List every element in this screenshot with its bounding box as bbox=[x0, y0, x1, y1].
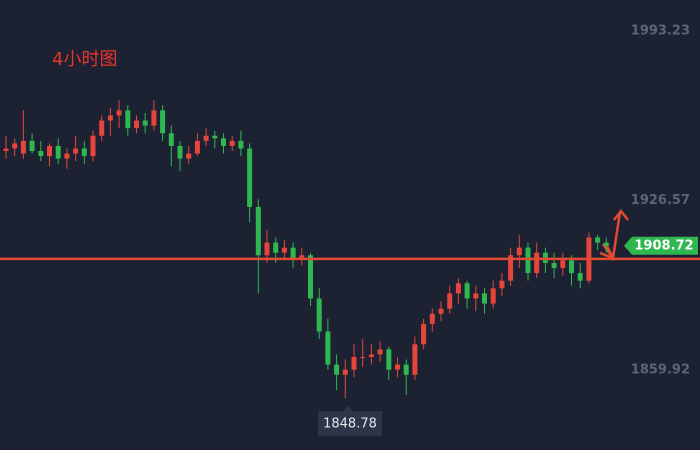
annotation-arrows bbox=[599, 208, 629, 262]
candle-body bbox=[455, 283, 461, 294]
candle-body bbox=[212, 135, 218, 139]
candle-body bbox=[264, 242, 270, 256]
candle-body bbox=[316, 298, 322, 332]
candle-body bbox=[447, 293, 453, 309]
candle-body bbox=[168, 133, 174, 146]
candle-body bbox=[194, 140, 200, 154]
y-tick-label: 1926.57 bbox=[631, 193, 690, 208]
candle-body bbox=[525, 247, 531, 274]
candle-body bbox=[603, 242, 609, 246]
price-tag bbox=[624, 236, 698, 255]
candle-body bbox=[516, 247, 522, 256]
candle-body bbox=[20, 140, 26, 154]
candle-body bbox=[560, 260, 566, 268]
chart-title: 4小时图 bbox=[52, 49, 117, 70]
candle-body bbox=[229, 140, 235, 146]
candle-body bbox=[203, 135, 209, 141]
candle-body bbox=[334, 364, 340, 375]
candle-body bbox=[534, 252, 540, 274]
candle-body bbox=[81, 148, 87, 157]
candle-body bbox=[595, 237, 601, 243]
candle-body bbox=[351, 356, 357, 370]
candle-body bbox=[508, 255, 514, 281]
candle-body bbox=[569, 260, 574, 274]
candle-body bbox=[73, 148, 79, 154]
candle-body bbox=[281, 247, 287, 253]
candle-body bbox=[142, 120, 148, 126]
candle-body bbox=[395, 364, 400, 370]
candle-body bbox=[299, 255, 305, 258]
candle-body bbox=[490, 288, 496, 304]
candle-body bbox=[290, 247, 296, 258]
candle-body bbox=[360, 356, 366, 358]
low-label-box bbox=[318, 405, 382, 437]
candle-body bbox=[186, 153, 192, 159]
candle-body bbox=[151, 110, 157, 126]
candle-body bbox=[134, 120, 139, 129]
y-tick-label: 1859.92 bbox=[631, 362, 690, 377]
candle-body bbox=[29, 140, 35, 152]
candle-body bbox=[273, 242, 279, 253]
candle-body bbox=[429, 313, 435, 324]
candle-body bbox=[482, 293, 487, 304]
candle-body bbox=[177, 145, 183, 159]
candle-body bbox=[107, 115, 113, 121]
price-tag-label: 1908.72 bbox=[634, 238, 693, 253]
low-label: 1848.78 bbox=[323, 417, 377, 432]
candle-body bbox=[464, 283, 470, 299]
candle-body bbox=[99, 120, 105, 136]
candle-body bbox=[342, 369, 348, 375]
candle-body bbox=[551, 262, 557, 268]
candle-body bbox=[421, 323, 427, 345]
candle-body bbox=[125, 110, 131, 129]
candle-body bbox=[255, 206, 261, 256]
candle-body bbox=[438, 308, 444, 314]
candle-body bbox=[47, 145, 52, 157]
y-tick-label: 1993.23 bbox=[631, 23, 690, 38]
candle-body bbox=[386, 349, 392, 370]
candle-body bbox=[90, 135, 96, 157]
candle-body bbox=[499, 280, 505, 289]
candle-body bbox=[377, 349, 383, 355]
candle-body bbox=[403, 364, 409, 375]
candle-body bbox=[221, 138, 226, 146]
candle-body bbox=[308, 255, 313, 299]
candle-body bbox=[38, 151, 44, 157]
candle-body bbox=[12, 143, 18, 149]
candle-body bbox=[577, 273, 583, 281]
candle-body bbox=[368, 354, 374, 357]
candle-body bbox=[238, 140, 244, 149]
candle-body bbox=[64, 153, 70, 159]
candle-body bbox=[473, 293, 479, 299]
candle-body bbox=[412, 344, 418, 375]
candle-body bbox=[160, 110, 166, 134]
candle-body bbox=[247, 148, 253, 207]
candle-body bbox=[116, 110, 122, 116]
candle-body bbox=[3, 148, 9, 152]
candle-body bbox=[325, 331, 331, 365]
candle-body bbox=[55, 145, 61, 159]
